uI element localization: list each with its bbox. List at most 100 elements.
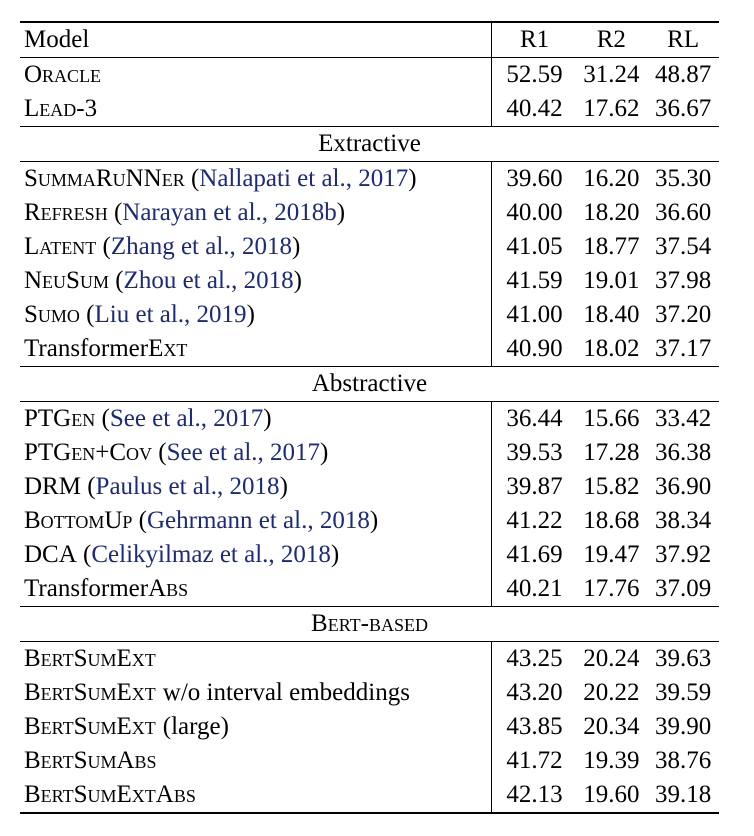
header-r2: R2 (596, 26, 626, 53)
score-r2: 18.68 (583, 507, 640, 534)
model-name: Latent (24, 233, 97, 260)
score-r2: 17.28 (583, 439, 640, 466)
citation-link[interactable]: Paulus et al., 2018 (95, 473, 280, 500)
citation-link[interactable]: See et al., 2017 (109, 405, 264, 432)
score-r1: 43.25 (506, 645, 563, 672)
score-r1: 41.72 (506, 747, 563, 774)
header-row: Model R1 R2 RL (20, 23, 719, 57)
table-row: DRM (Paulus et al., 2018) 39.87 15.82 36.90 (20, 470, 719, 504)
score-r1: 41.69 (506, 541, 563, 568)
score-r1: 39.53 (506, 439, 563, 466)
table-row: Refresh (Narayan et al., 2018b) 40.00 18.2… (20, 196, 719, 230)
model-cell: Refresh (Narayan et al., 2018b) (20, 196, 492, 230)
model-cell: BertSumExt (large) (20, 710, 492, 744)
score-r2: 20.34 (583, 713, 640, 740)
model-name: BertSumExt (24, 713, 156, 740)
model-variant: (large) (162, 713, 229, 740)
model-cell: TransformerExt (20, 332, 492, 366)
score-r1: 40.90 (506, 335, 563, 362)
table-row: BertSumExt 43.25 20.24 39.63 (20, 642, 719, 676)
score-r1: 39.87 (506, 473, 563, 500)
score-r2: 19.39 (583, 747, 640, 774)
header-model: Model (20, 23, 492, 57)
score-r1: 41.00 (506, 301, 563, 328)
score-r2: 18.02 (583, 335, 640, 362)
model-name: BertSumAbs (24, 747, 157, 774)
score-rl: 33.42 (654, 405, 712, 432)
model-name: BertSumExt (24, 645, 156, 672)
table-row: BottomUp (Gehrmann et al., 2018) 41.22 18.… (20, 504, 719, 538)
model-cell: PTGen+Cov (See et al., 2017) (20, 436, 492, 470)
model-cell: Latent (Zhang et al., 2018) (20, 230, 492, 264)
table-row: PTGen (See et al., 2017) 36.44 15.66 33.42 (20, 402, 719, 436)
table-row: BertSumAbs 41.72 19.39 38.76 (20, 744, 719, 778)
score-r2: 20.22 (583, 679, 640, 706)
section-heading: Extractive (318, 130, 421, 157)
model-cell: Oracle (20, 58, 492, 92)
score-r1: 40.21 (506, 575, 563, 602)
model-cell: BertSumExt w/o interval embeddings (20, 676, 492, 710)
model-name: BottomUp (24, 507, 133, 534)
model-cell: DCA (Celikyilmaz et al., 2018) (20, 538, 492, 572)
score-r2: 18.77 (583, 233, 640, 260)
top-rule (20, 21, 719, 23)
citation-link[interactable]: Celikyilmaz et al., 2018 (91, 541, 331, 568)
score-r1: 41.59 (506, 267, 563, 294)
model-cell: NeuSum (Zhou et al., 2018) (20, 264, 492, 298)
model-name: Lead-3 (24, 95, 98, 122)
score-rl: 38.34 (654, 507, 712, 534)
score-r1: 36.44 (506, 405, 563, 432)
model-cell: BertSumExt (20, 642, 492, 676)
results-table: Model R1 R2 RL Oracle 52.59 31.24 48.87 Lead… (20, 0, 719, 814)
score-rl: 39.59 (654, 679, 712, 706)
score-rl: 37.92 (654, 541, 712, 568)
table-row: Latent (Zhang et al., 2018) 41.05 18.77 37.… (20, 230, 719, 264)
table-row: DCA (Celikyilmaz et al., 2018) 41.69 19.47… (20, 538, 719, 572)
citation-link[interactable]: See et al., 2017 (166, 439, 321, 466)
model-cell: BottomUp (Gehrmann et al., 2018) (20, 504, 492, 538)
score-r1: 52.59 (506, 61, 563, 88)
table-row: PTGen+Cov (See et al., 2017) 39.53 17.28 36… (20, 436, 719, 470)
model-name: TransformerExt (24, 335, 188, 362)
model-name: BertSumExtAbs (24, 781, 196, 808)
score-rl: 36.60 (654, 199, 712, 226)
model-name: Refresh (24, 199, 108, 226)
model-name: NeuSum (24, 267, 109, 294)
model-name: PTGen (24, 405, 96, 432)
header-rl: RL (667, 26, 700, 53)
score-rl: 36.38 (654, 439, 712, 466)
citation-link[interactable]: Zhang et al., 2018 (110, 233, 293, 260)
model-name: DCA (24, 541, 77, 568)
citation-link[interactable]: Narayan et al., 2018b (122, 199, 337, 226)
citation-link[interactable]: Zhou et al., 2018 (123, 267, 294, 294)
score-rl: 37.17 (654, 335, 712, 362)
citation-link[interactable]: Gehrmann et al., 2018 (147, 507, 370, 534)
score-rl: 48.87 (654, 61, 712, 88)
model-cell: PTGen (See et al., 2017) (20, 402, 492, 436)
table-row: NeuSum (Zhou et al., 2018) 41.59 19.01 37.9… (20, 264, 719, 298)
score-r2: 20.24 (583, 645, 640, 672)
score-rl: 39.63 (654, 645, 712, 672)
model-name: Oracle (24, 61, 102, 88)
score-r2: 18.40 (583, 301, 640, 328)
score-rl: 39.90 (654, 713, 712, 740)
citation-link[interactable]: Liu et al., 2019 (94, 301, 247, 328)
table-row: Sumo (Liu et al., 2019) 41.00 18.40 37.20 (20, 298, 719, 332)
model-cell: SummaRuNNer (Nallapati et al., 2017) (20, 162, 492, 196)
score-rl: 37.54 (654, 233, 712, 260)
score-r1: 41.22 (506, 507, 563, 534)
score-r1: 43.20 (506, 679, 563, 706)
model-cell: BertSumExtAbs (20, 778, 492, 812)
score-r2: 16.20 (583, 165, 640, 192)
score-r1: 41.05 (506, 233, 563, 260)
table-row: TransformerAbs 40.21 17.76 37.09 (20, 572, 719, 606)
model-name: PTGen+Cov (24, 439, 152, 466)
header-r1: R1 (519, 26, 550, 53)
score-rl: 35.30 (654, 165, 712, 192)
score-r2: 19.47 (583, 541, 640, 568)
citation-link[interactable]: Nallapati et al., 2017 (199, 165, 409, 192)
model-cell: Sumo (Liu et al., 2019) (20, 298, 492, 332)
score-rl: 37.20 (654, 301, 712, 328)
score-rl: 39.18 (654, 781, 712, 808)
table-row: SummaRuNNer (Nallapati et al., 2017) 39.6… (20, 162, 719, 196)
